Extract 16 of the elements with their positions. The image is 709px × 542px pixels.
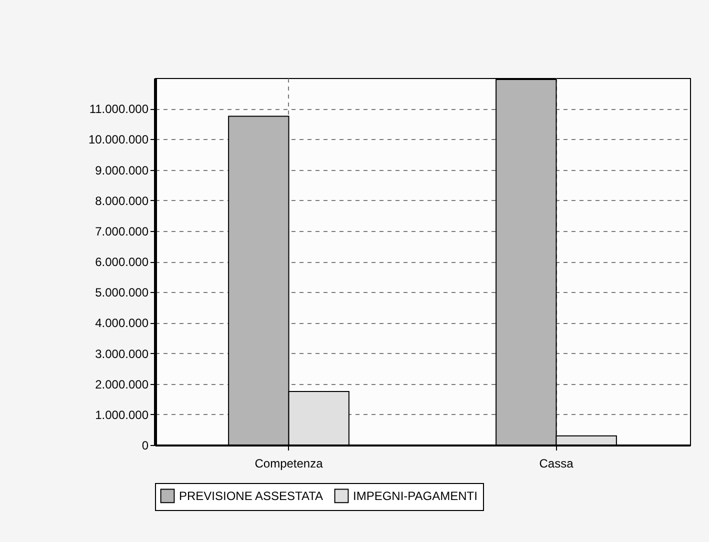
x-tick-label: Cassa: [539, 456, 574, 470]
legend-label: PREVISIONE ASSESTATA: [179, 488, 324, 503]
y-tick-label: 10.000.000: [88, 132, 149, 147]
y-tick-label: 9.000.000: [95, 163, 149, 178]
y-tick-label: 7.000.000: [95, 224, 149, 238]
y-tick-label: 2.000.000: [95, 377, 149, 392]
y-tick-label: 1.000.000: [95, 408, 149, 422]
y-tick-label: 3.000.000: [95, 346, 149, 361]
y-tick-label: 8.000.000: [95, 194, 149, 208]
y-tick-label: 6.000.000: [95, 255, 149, 269]
y-tick-label: 11.000.000: [89, 102, 149, 116]
y-tick-label: 4.000.000: [95, 316, 149, 330]
y-tick-label: 0: [142, 438, 149, 452]
x-tick-label: Competenza: [254, 456, 324, 470]
legend-label: IMPEGNI-PAGAMENTI: [353, 488, 478, 503]
y-tick-label: 5.000.000: [95, 286, 149, 300]
